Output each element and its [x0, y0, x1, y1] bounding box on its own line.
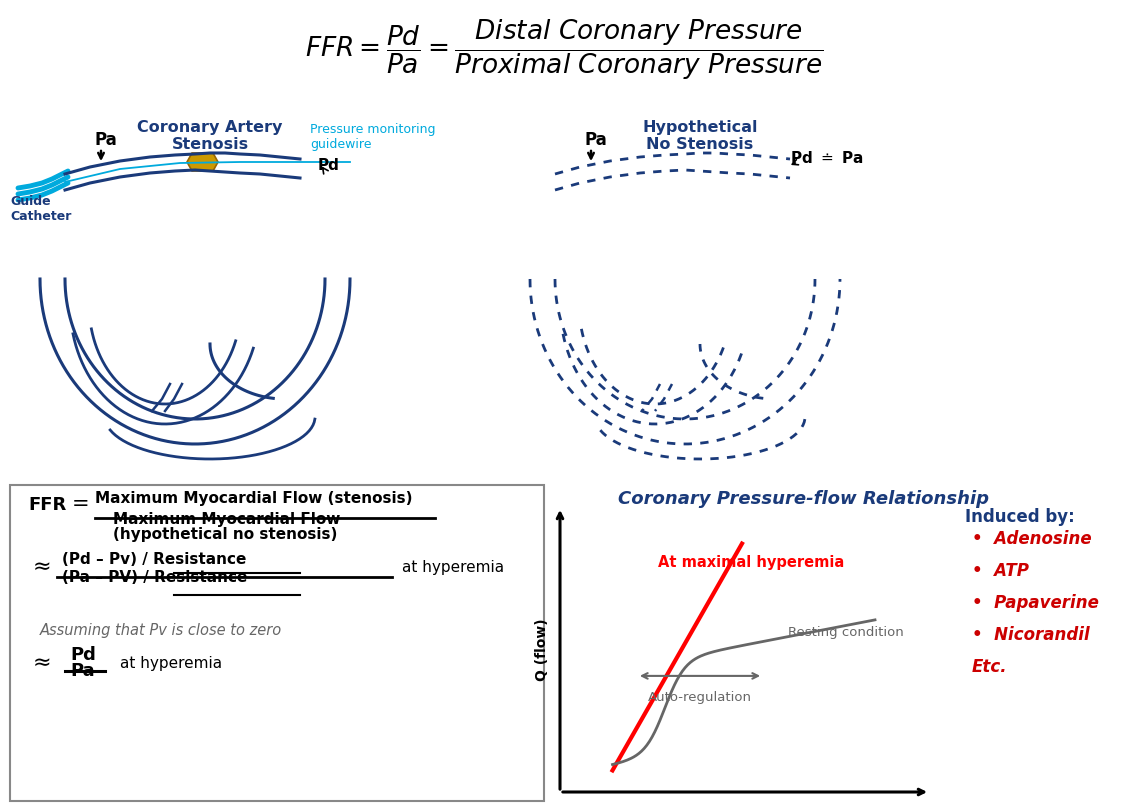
Text: Q (flow): Q (flow) [535, 618, 549, 680]
Text: Coronary Pressure-flow Relationship: Coronary Pressure-flow Relationship [618, 489, 989, 508]
Text: Maximum Myocardial Flow: Maximum Myocardial Flow [113, 512, 341, 526]
Text: Pd: Pd [70, 646, 96, 663]
Text: Pd: Pd [318, 158, 340, 173]
Text: Etc.: Etc. [972, 657, 1007, 676]
Text: Maximum Myocardial Flow (stenosis): Maximum Myocardial Flow (stenosis) [95, 491, 413, 505]
Text: $\approx$: $\approx$ [28, 556, 51, 575]
Text: •  ATP: • ATP [972, 561, 1029, 579]
Text: at hyperemia: at hyperemia [120, 655, 222, 670]
Text: Assuming that Pv is close to zero: Assuming that Pv is close to zero [39, 622, 282, 637]
Text: •  Adenosine: • Adenosine [972, 530, 1092, 547]
Text: (Pd – Pv) / Resistance: (Pd – Pv) / Resistance [62, 551, 246, 566]
Text: Pd $\doteq$ Pa: Pd $\doteq$ Pa [790, 150, 864, 165]
Text: Guide
Catheter: Guide Catheter [10, 195, 71, 223]
Text: Hypothetical
No Stenosis: Hypothetical No Stenosis [642, 120, 758, 152]
Text: At maximal hyperemia: At maximal hyperemia [658, 555, 844, 569]
Text: Pa: Pa [585, 131, 608, 148]
Text: $\approx$: $\approx$ [28, 651, 51, 672]
FancyBboxPatch shape [10, 486, 544, 801]
Text: Resting condition: Resting condition [787, 624, 904, 637]
Text: Auto-regulation: Auto-regulation [647, 690, 752, 703]
Text: (hypothetical no stenosis): (hypothetical no stenosis) [113, 526, 337, 541]
Text: =: = [72, 493, 89, 513]
Text: at hyperemia: at hyperemia [402, 560, 504, 574]
Text: $FFR = \dfrac{Pd}{Pa} = \dfrac{\it{Distal\ Coronary\ Pressure}}{\it{Proximal\ Co: $FFR = \dfrac{Pd}{Pa} = \dfrac{\it{Dista… [305, 18, 823, 82]
Polygon shape [187, 154, 218, 172]
Text: Pa: Pa [95, 131, 117, 148]
Text: Pa: Pa [70, 661, 95, 679]
Text: •  Nicorandil: • Nicorandil [972, 625, 1090, 643]
Text: Coronary Artery
Stenosis: Coronary Artery Stenosis [138, 120, 283, 152]
Text: (Pa – PV) / Resistance: (Pa – PV) / Resistance [62, 569, 247, 584]
Text: FFR: FFR [28, 496, 67, 513]
Text: Pressure monitoring
guidewire: Pressure monitoring guidewire [310, 122, 435, 151]
Text: Induced by:: Induced by: [964, 508, 1075, 526]
Text: •  Papaverine: • Papaverine [972, 594, 1099, 611]
